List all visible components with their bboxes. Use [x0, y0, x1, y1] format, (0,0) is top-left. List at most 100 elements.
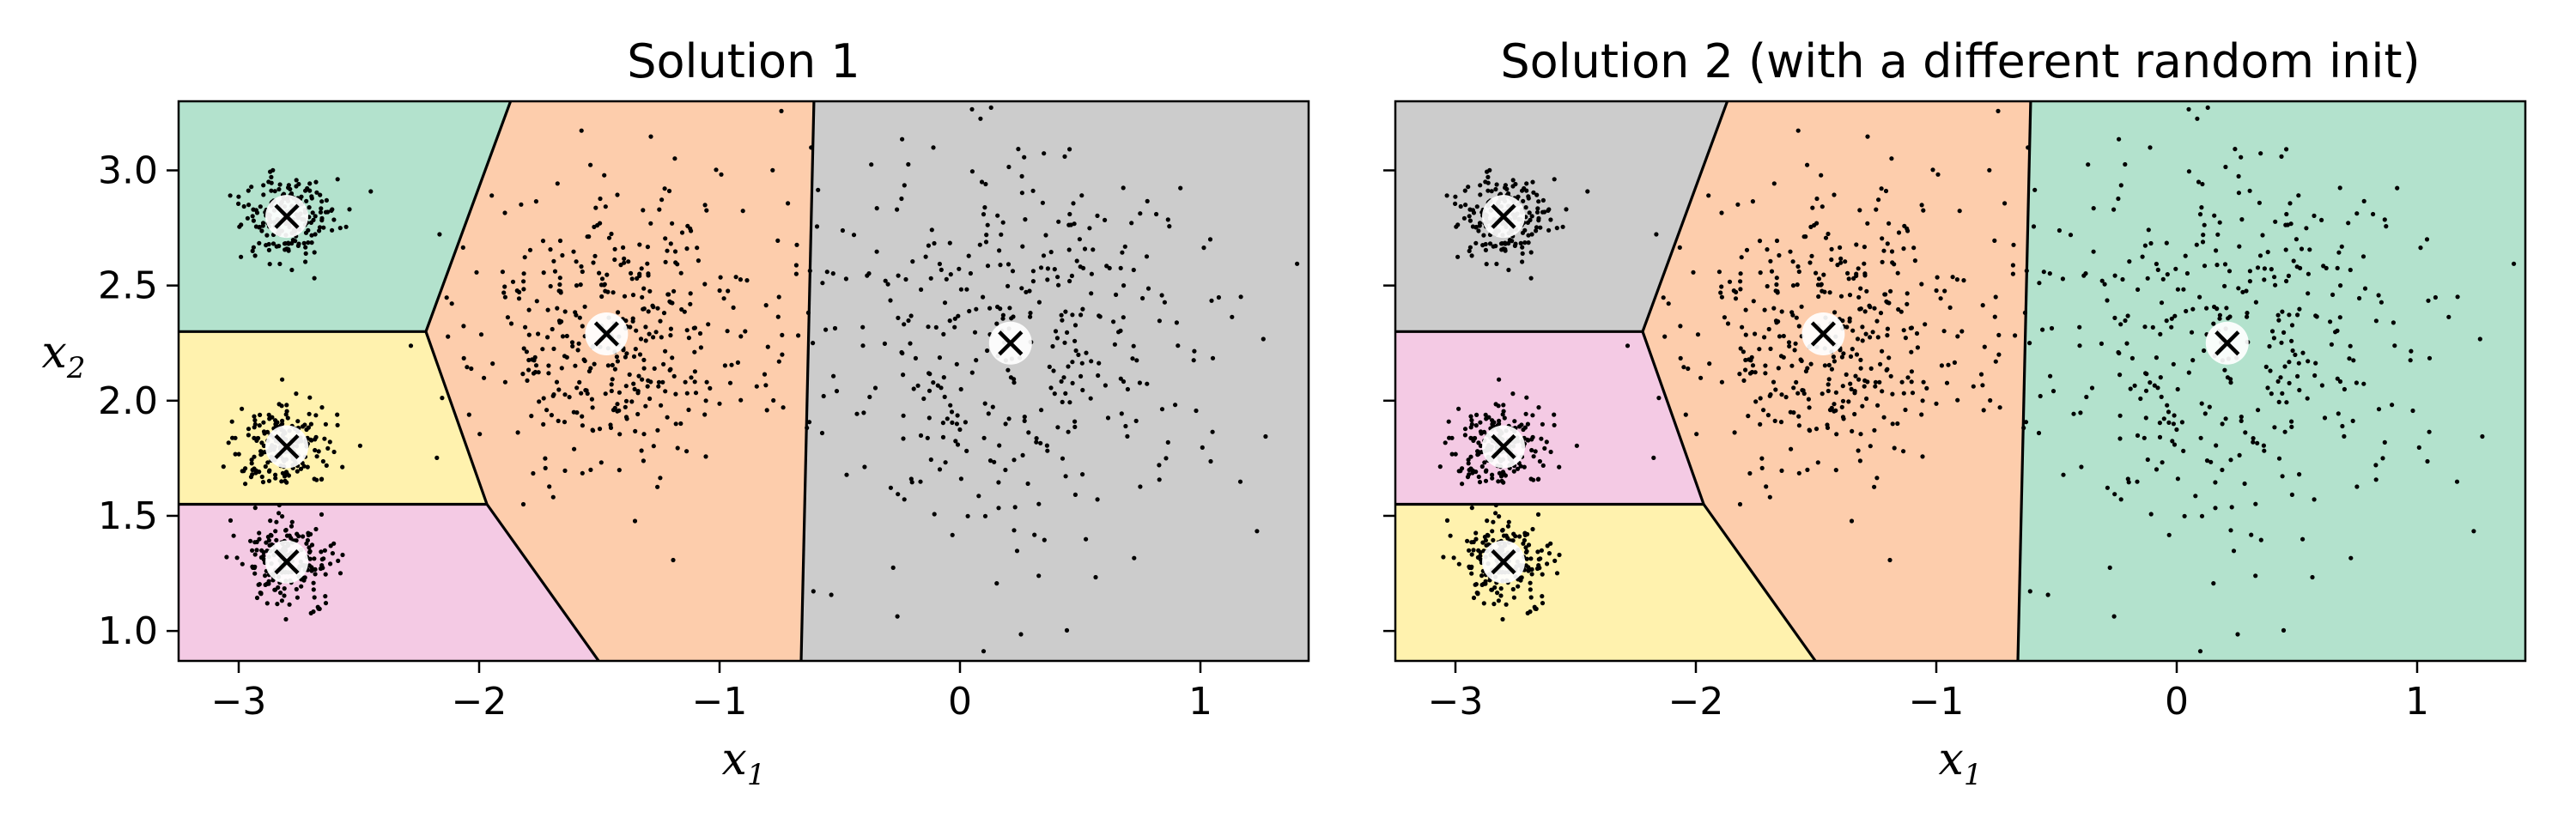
- data-point: [304, 427, 309, 433]
- data-point: [1192, 348, 1197, 354]
- data-point: [1453, 201, 1458, 206]
- data-point: [1479, 431, 1484, 436]
- x-axis-label-subscript: 1: [747, 758, 766, 792]
- data-point: [1060, 318, 1065, 323]
- data-point: [998, 263, 1003, 268]
- data-point: [2271, 336, 2276, 341]
- data-point: [1574, 443, 1579, 448]
- data-point: [786, 201, 791, 206]
- data-point: [1091, 247, 1096, 252]
- data-point: [1848, 354, 1854, 359]
- data-point: [284, 480, 289, 485]
- data-point: [309, 565, 314, 570]
- data-point: [276, 402, 282, 407]
- data-point: [1677, 245, 1682, 250]
- data-point: [754, 384, 759, 389]
- data-point: [661, 361, 666, 367]
- data-point: [2057, 227, 2062, 233]
- data-point: [1786, 340, 1792, 345]
- data-point: [1939, 363, 1944, 368]
- data-point: [851, 233, 857, 238]
- data-point: [1807, 260, 1813, 265]
- data-point: [1858, 432, 1863, 437]
- centroid-cross: [1810, 321, 1836, 347]
- x-tick-label: 1: [2405, 680, 2429, 724]
- data-point: [1095, 213, 1100, 218]
- data-point: [1799, 304, 1804, 309]
- data-point: [1495, 591, 1500, 596]
- data-point: [2455, 294, 2460, 300]
- data-point: [1938, 296, 1943, 301]
- data-point: [314, 477, 319, 482]
- data-point: [593, 205, 598, 210]
- data-point: [1840, 384, 1845, 389]
- data-point: [656, 384, 661, 389]
- data-point: [2143, 415, 2148, 421]
- data-point: [1678, 324, 1683, 329]
- data-point: [1506, 267, 1511, 273]
- data-point: [1530, 526, 1535, 532]
- decision-boundaries: [179, 100, 816, 662]
- data-point: [1732, 430, 1737, 435]
- data-point: [234, 555, 240, 560]
- data-point: [2262, 448, 2267, 453]
- data-point: [952, 316, 957, 321]
- data-point: [319, 206, 324, 211]
- data-point: [717, 401, 722, 406]
- data-point: [1694, 432, 1699, 437]
- data-point: [901, 373, 906, 378]
- data-point: [280, 514, 285, 519]
- data-point: [1757, 239, 1763, 244]
- data-point: [639, 448, 644, 453]
- data-point: [1111, 319, 1116, 324]
- data-point: [2117, 373, 2123, 378]
- data-point: [1073, 348, 1078, 354]
- data-point: [662, 186, 667, 191]
- data-point: [1820, 204, 1825, 209]
- data-point: [939, 385, 944, 391]
- data-point: [2123, 161, 2128, 167]
- data-point: [1921, 208, 1926, 213]
- data-point: [1118, 376, 1123, 381]
- data-point: [2480, 433, 2485, 439]
- data-point: [489, 193, 495, 198]
- data-point: [1788, 409, 1793, 415]
- data-point: [1909, 349, 1914, 354]
- data-point: [1536, 563, 1541, 568]
- data-point: [1768, 392, 1773, 397]
- data-point: [610, 362, 615, 367]
- data-point: [668, 333, 673, 338]
- data-point: [854, 411, 860, 416]
- data-point: [1832, 402, 1837, 407]
- data-point: [1950, 275, 1955, 280]
- data-point: [985, 222, 990, 227]
- data-point: [2408, 358, 2413, 363]
- data-point: [2329, 342, 2334, 347]
- data-point: [670, 355, 675, 360]
- data-point: [1759, 456, 1765, 461]
- data-point: [2117, 436, 2123, 441]
- data-point: [294, 586, 299, 592]
- cluster-region: [800, 100, 1309, 662]
- data-point: [1741, 349, 1746, 354]
- data-point: [323, 421, 328, 427]
- data-point: [1727, 279, 1733, 284]
- data-point: [2135, 433, 2141, 438]
- data-point: [1028, 314, 1033, 319]
- data-point: [1059, 379, 1064, 384]
- data-point: [1858, 286, 1863, 291]
- data-point: [2287, 201, 2293, 206]
- data-point: [1805, 467, 1810, 473]
- data-point: [682, 309, 687, 314]
- data-point: [1528, 217, 1533, 222]
- data-point: [2380, 456, 2385, 461]
- data-point: [608, 422, 613, 427]
- data-point: [869, 162, 874, 167]
- data-point: [641, 366, 647, 371]
- data-point: [966, 253, 971, 258]
- data-point: [965, 513, 970, 518]
- data-point: [2253, 300, 2258, 305]
- data-point: [1880, 348, 1885, 354]
- data-point: [1860, 338, 1865, 343]
- data-point: [252, 253, 258, 258]
